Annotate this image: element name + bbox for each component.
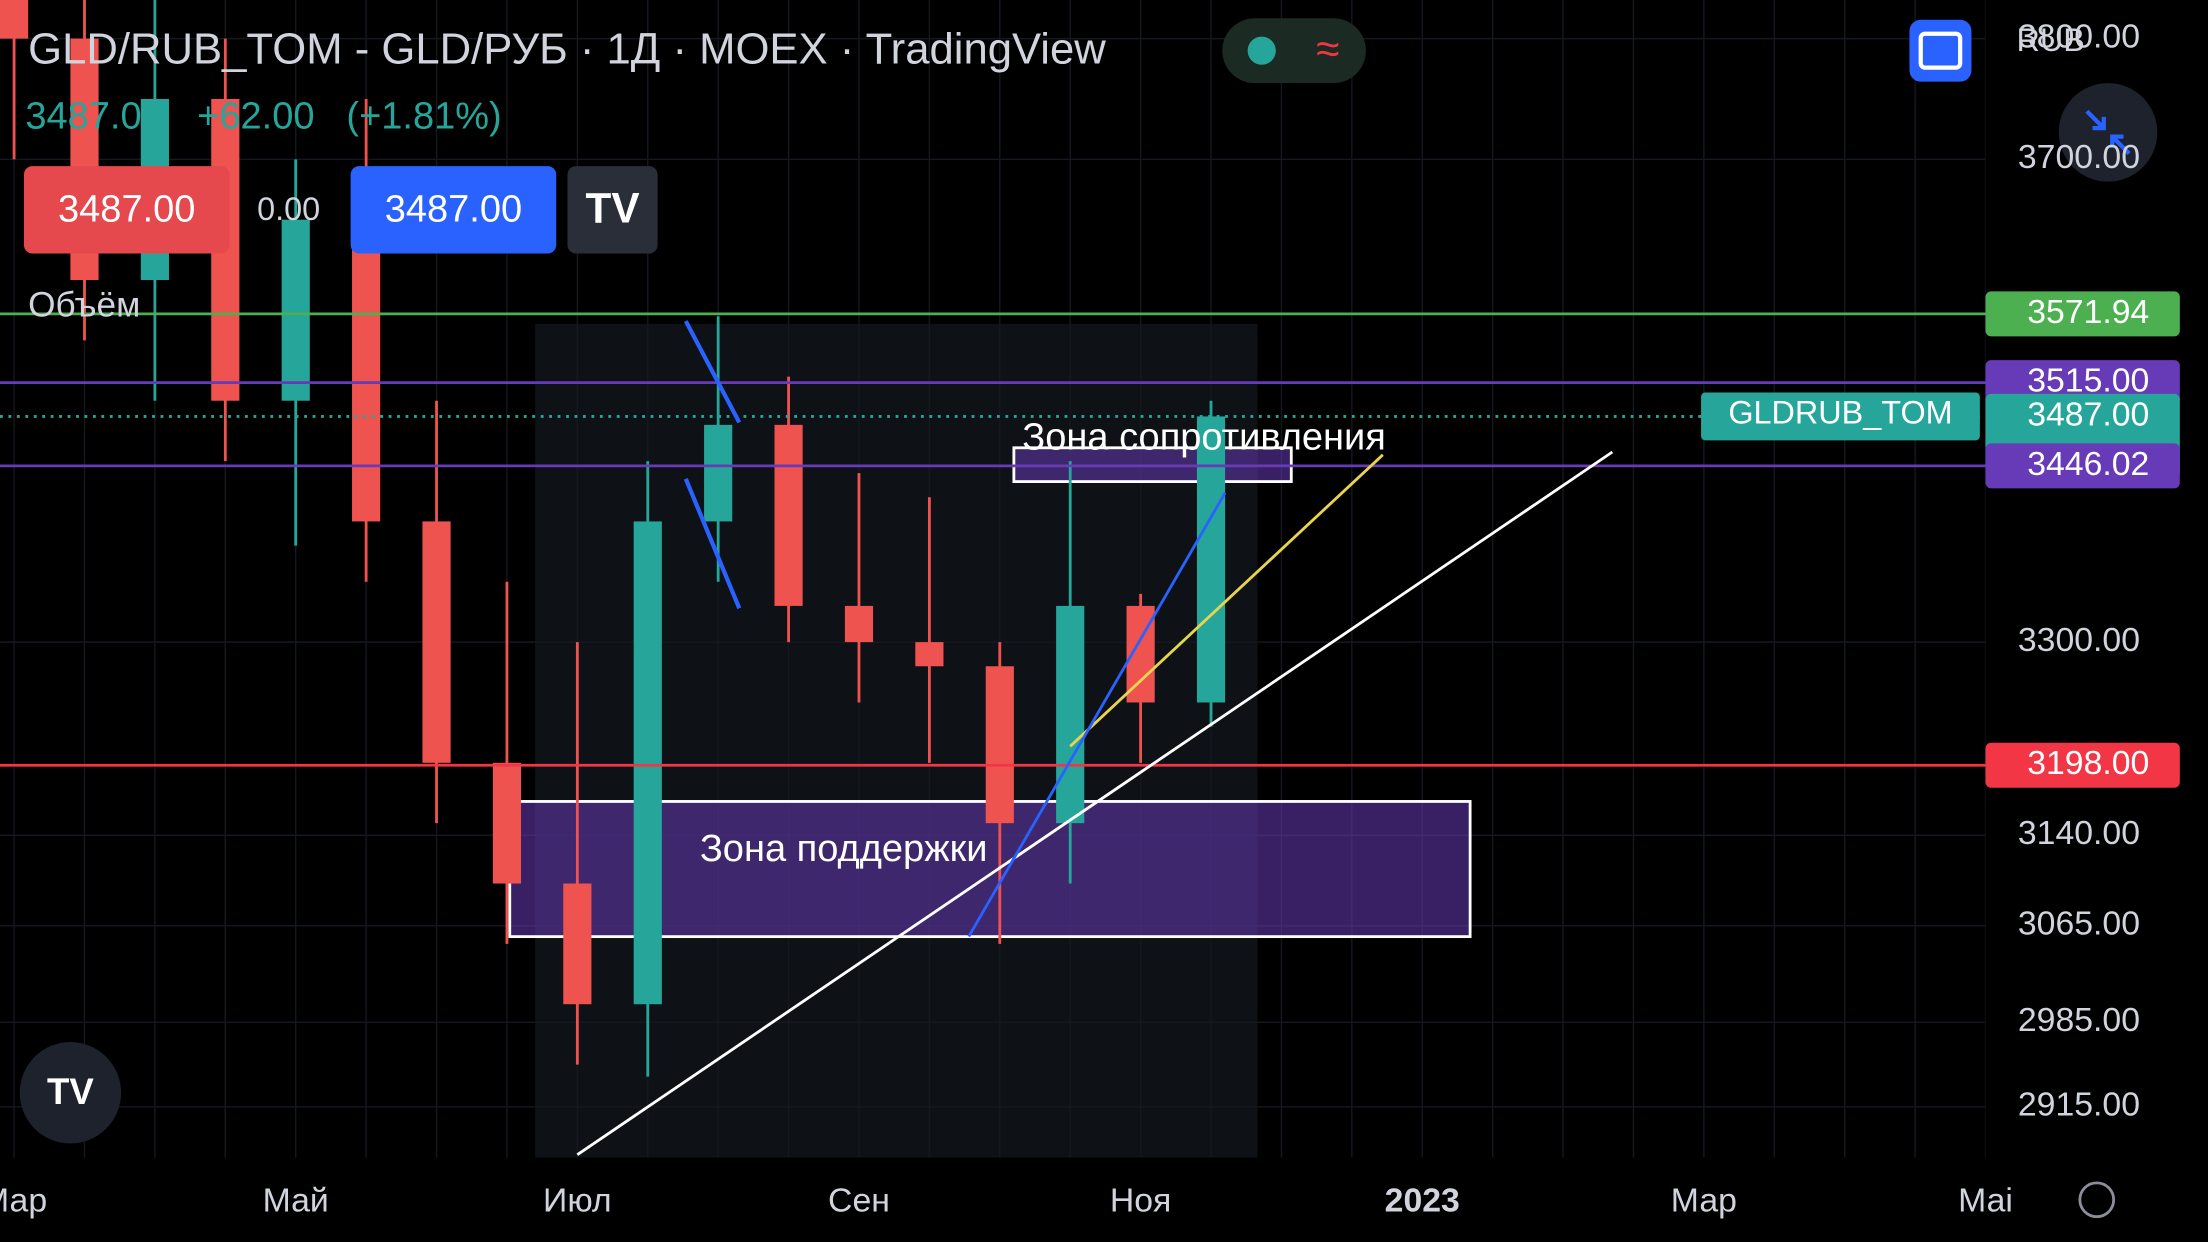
x-tick-label: Маі bbox=[1958, 1181, 2013, 1219]
x-tick-label: Сен bbox=[828, 1181, 890, 1219]
indicator-label: Объём bbox=[28, 285, 140, 324]
trend-line bbox=[683, 320, 742, 424]
candle-body bbox=[704, 424, 733, 522]
time-axis bbox=[0, 1157, 2208, 1242]
x-tick-label: Июл bbox=[543, 1181, 612, 1219]
buy-price[interactable]: 3487.00 bbox=[385, 188, 522, 230]
tv-logo-button[interactable] bbox=[19, 1042, 122, 1144]
symbol-tag bbox=[1701, 392, 1980, 441]
x-tick-label: Мар bbox=[0, 1181, 47, 1219]
status-dot bbox=[1247, 36, 1276, 65]
tv-logo: TV bbox=[47, 1071, 94, 1112]
plot bbox=[0, 0, 1987, 1158]
collapse-icon bbox=[2085, 109, 2131, 155]
collapse-button[interactable] bbox=[2058, 83, 2158, 182]
candle-body bbox=[633, 521, 662, 1005]
candle-body bbox=[281, 219, 310, 401]
trend-line bbox=[1069, 453, 1384, 748]
change-pct: (+1.81%) bbox=[346, 95, 501, 137]
y-tick-label: 3300.00 bbox=[2018, 621, 2140, 659]
buy-button[interactable] bbox=[350, 166, 557, 254]
candle-body bbox=[422, 521, 451, 763]
trend-line bbox=[576, 450, 1614, 1156]
y-tick-label: 3700.00 bbox=[2018, 138, 2140, 176]
price-badge bbox=[1985, 443, 2180, 489]
trend-line bbox=[683, 477, 742, 610]
title: GLD/RUB_TOM - GLD/РУБ · 1Д · MOEX · Trad… bbox=[28, 25, 1106, 74]
symbol-tag-label: GLDRUB_TOM bbox=[1728, 395, 1952, 431]
x-tick-label: Ноя bbox=[1110, 1181, 1171, 1219]
price-badge-label: 3487.00 bbox=[2027, 395, 2149, 433]
y-tick-label: 3065.00 bbox=[2018, 905, 2140, 943]
price-axis bbox=[1985, 0, 2208, 1242]
status-pill[interactable] bbox=[1222, 18, 1366, 84]
overlay: 3800.00 3700.00 3300.00 3140.00 3065.00 2985.… bbox=[0, 18, 2180, 1219]
y-tick-label: 3140.00 bbox=[2018, 814, 2140, 852]
trend-line bbox=[967, 492, 1227, 938]
candle-body bbox=[1196, 416, 1226, 703]
tv-button[interactable] bbox=[567, 166, 658, 254]
y-tick-label: 3800.00 bbox=[2018, 18, 2140, 56]
x-tick-label: 2023 bbox=[1385, 1181, 1460, 1219]
candle-body bbox=[774, 424, 803, 606]
candle-body bbox=[985, 666, 1014, 824]
x-tick-label: Май bbox=[263, 1181, 329, 1219]
sell-button[interactable] bbox=[23, 166, 230, 254]
waves-icon: ≈ bbox=[1316, 25, 1339, 72]
change: +62.00 bbox=[197, 95, 314, 137]
candle-body bbox=[563, 883, 592, 1005]
tv-logo: TV bbox=[586, 184, 640, 231]
candle-body bbox=[844, 605, 874, 643]
candle-body bbox=[352, 219, 381, 522]
candle-body bbox=[1056, 605, 1085, 824]
last-price: 3487.00 bbox=[25, 95, 162, 137]
price-badge bbox=[1985, 742, 2180, 788]
price-badge bbox=[1985, 291, 2180, 337]
x-tick-label: Мар bbox=[1671, 1181, 1737, 1219]
price-badge-label: 3446.02 bbox=[2027, 445, 2149, 483]
zone-label: Зона сопротивления bbox=[1022, 416, 1386, 458]
settings-icon[interactable] bbox=[2078, 1181, 2116, 1219]
fullscreen-icon bbox=[1918, 31, 1963, 70]
price-badge-label: 3515.00 bbox=[2027, 362, 2149, 400]
y-tick-label: 2915.00 bbox=[2018, 1086, 2140, 1124]
candle-body bbox=[0, 0, 29, 39]
price-badge-label: 3198.00 bbox=[2027, 744, 2149, 782]
sell-price[interactable]: 3487.00 bbox=[58, 188, 195, 230]
candle-body bbox=[915, 642, 944, 667]
spread: 0.00 bbox=[257, 191, 320, 227]
zone-label: Зона поддержки bbox=[700, 828, 988, 870]
price-badge-label: 3571.94 bbox=[2027, 293, 2149, 331]
currency[interactable]: RUB bbox=[2016, 22, 2084, 58]
zone bbox=[508, 800, 1472, 939]
y-tick-label: 2985.00 bbox=[2018, 1001, 2140, 1039]
candle-body bbox=[492, 762, 522, 884]
